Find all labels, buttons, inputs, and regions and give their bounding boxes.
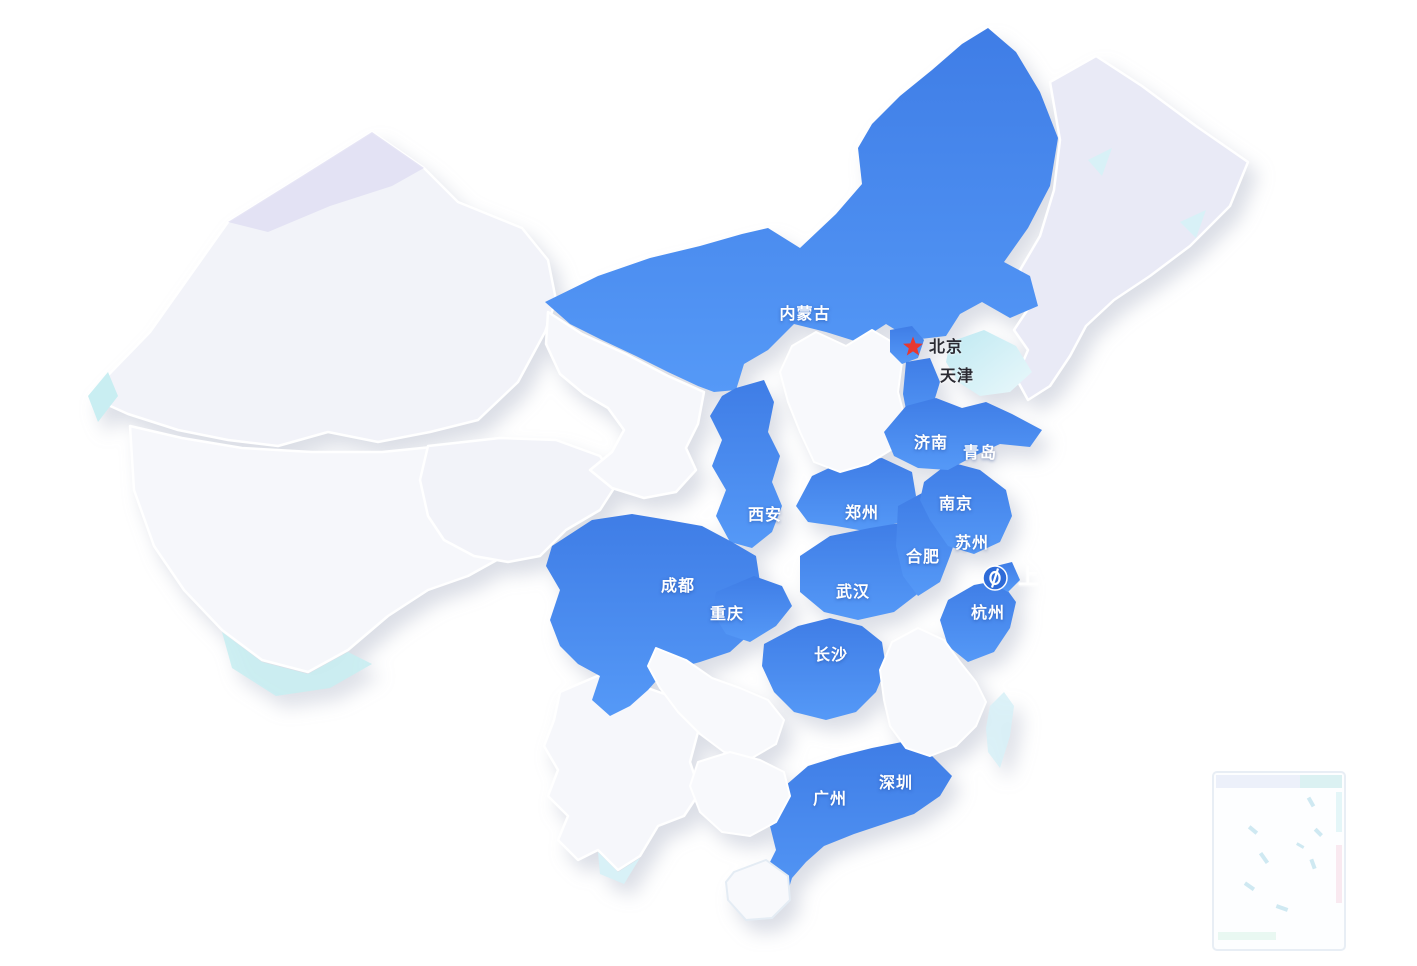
city-label-xian: 西安	[748, 505, 782, 524]
south-china-sea-inset	[1212, 771, 1346, 951]
city-label-shanghai: 上海	[1018, 565, 1064, 589]
city-label-hangzhou: 杭州	[971, 603, 1005, 622]
city-label-jinan: 济南	[914, 433, 948, 452]
city-label-shenzhen: 深圳	[879, 773, 913, 792]
region-hainan	[724, 858, 792, 922]
region-guangdong[interactable]	[758, 742, 952, 914]
bohai-bay	[946, 330, 1032, 396]
region-jiangxi-fujian	[879, 627, 987, 757]
region-inner-mongolia-heilongjiang[interactable]	[545, 28, 1058, 392]
city-label-nanjing: 南京	[939, 494, 973, 513]
region-taiwan	[986, 692, 1014, 768]
city-label-neimenggu: 内蒙古	[779, 304, 830, 323]
shanghai-metro-icon	[982, 565, 1008, 591]
city-label-hefei: 合肥	[906, 547, 940, 566]
yunnan-bottom-accent	[598, 852, 640, 884]
city-label-suzhou: 苏州	[955, 533, 989, 552]
city-label-beijing: 北京	[929, 337, 963, 356]
region-qinghai	[418, 436, 620, 564]
region-gansu-ningxia	[544, 310, 706, 500]
region-jiangsu[interactable]	[920, 462, 1012, 554]
region-shanxi-hebei	[779, 329, 907, 473]
region-henan[interactable]	[796, 458, 916, 532]
city-label-chengdu: 成都	[661, 576, 695, 595]
city-label-wuhan: 武汉	[836, 582, 870, 601]
region-chongqing[interactable]	[712, 576, 792, 642]
region-guangxi	[689, 751, 791, 837]
region-shaanxi[interactable]	[710, 380, 782, 548]
region-guizhou	[647, 647, 785, 759]
northeast-accent-1	[1088, 148, 1112, 176]
region-zhejiang[interactable]	[940, 580, 1016, 662]
region-sichuan[interactable]	[546, 514, 760, 716]
beijing-star-icon	[903, 336, 923, 356]
region-xinjiang-top-accent	[228, 132, 424, 232]
region-hunan[interactable]	[762, 618, 886, 720]
northeast-accent-2	[1180, 210, 1206, 238]
city-label-tianjin: 天津	[940, 367, 974, 385]
city-label-guangzhou: 广州	[813, 789, 847, 808]
tibet-bottom-accent	[222, 632, 372, 696]
city-labels: 内蒙古 北京 天津 济南 青岛 西安 郑州 南京 苏州 合肥 上海 成都 武汉 …	[661, 304, 1064, 808]
xinjiang-west-edge-accent	[88, 372, 118, 422]
city-label-zhengzhou: 郑州	[845, 503, 879, 522]
city-label-chongqing: 重庆	[710, 604, 744, 623]
city-label-qingdao: 青岛	[963, 443, 997, 462]
region-jilin-liaoning	[1012, 54, 1250, 402]
region-shandong[interactable]	[884, 398, 1042, 470]
map-landmass	[86, 28, 1250, 922]
city-label-changsha: 长沙	[814, 645, 848, 664]
